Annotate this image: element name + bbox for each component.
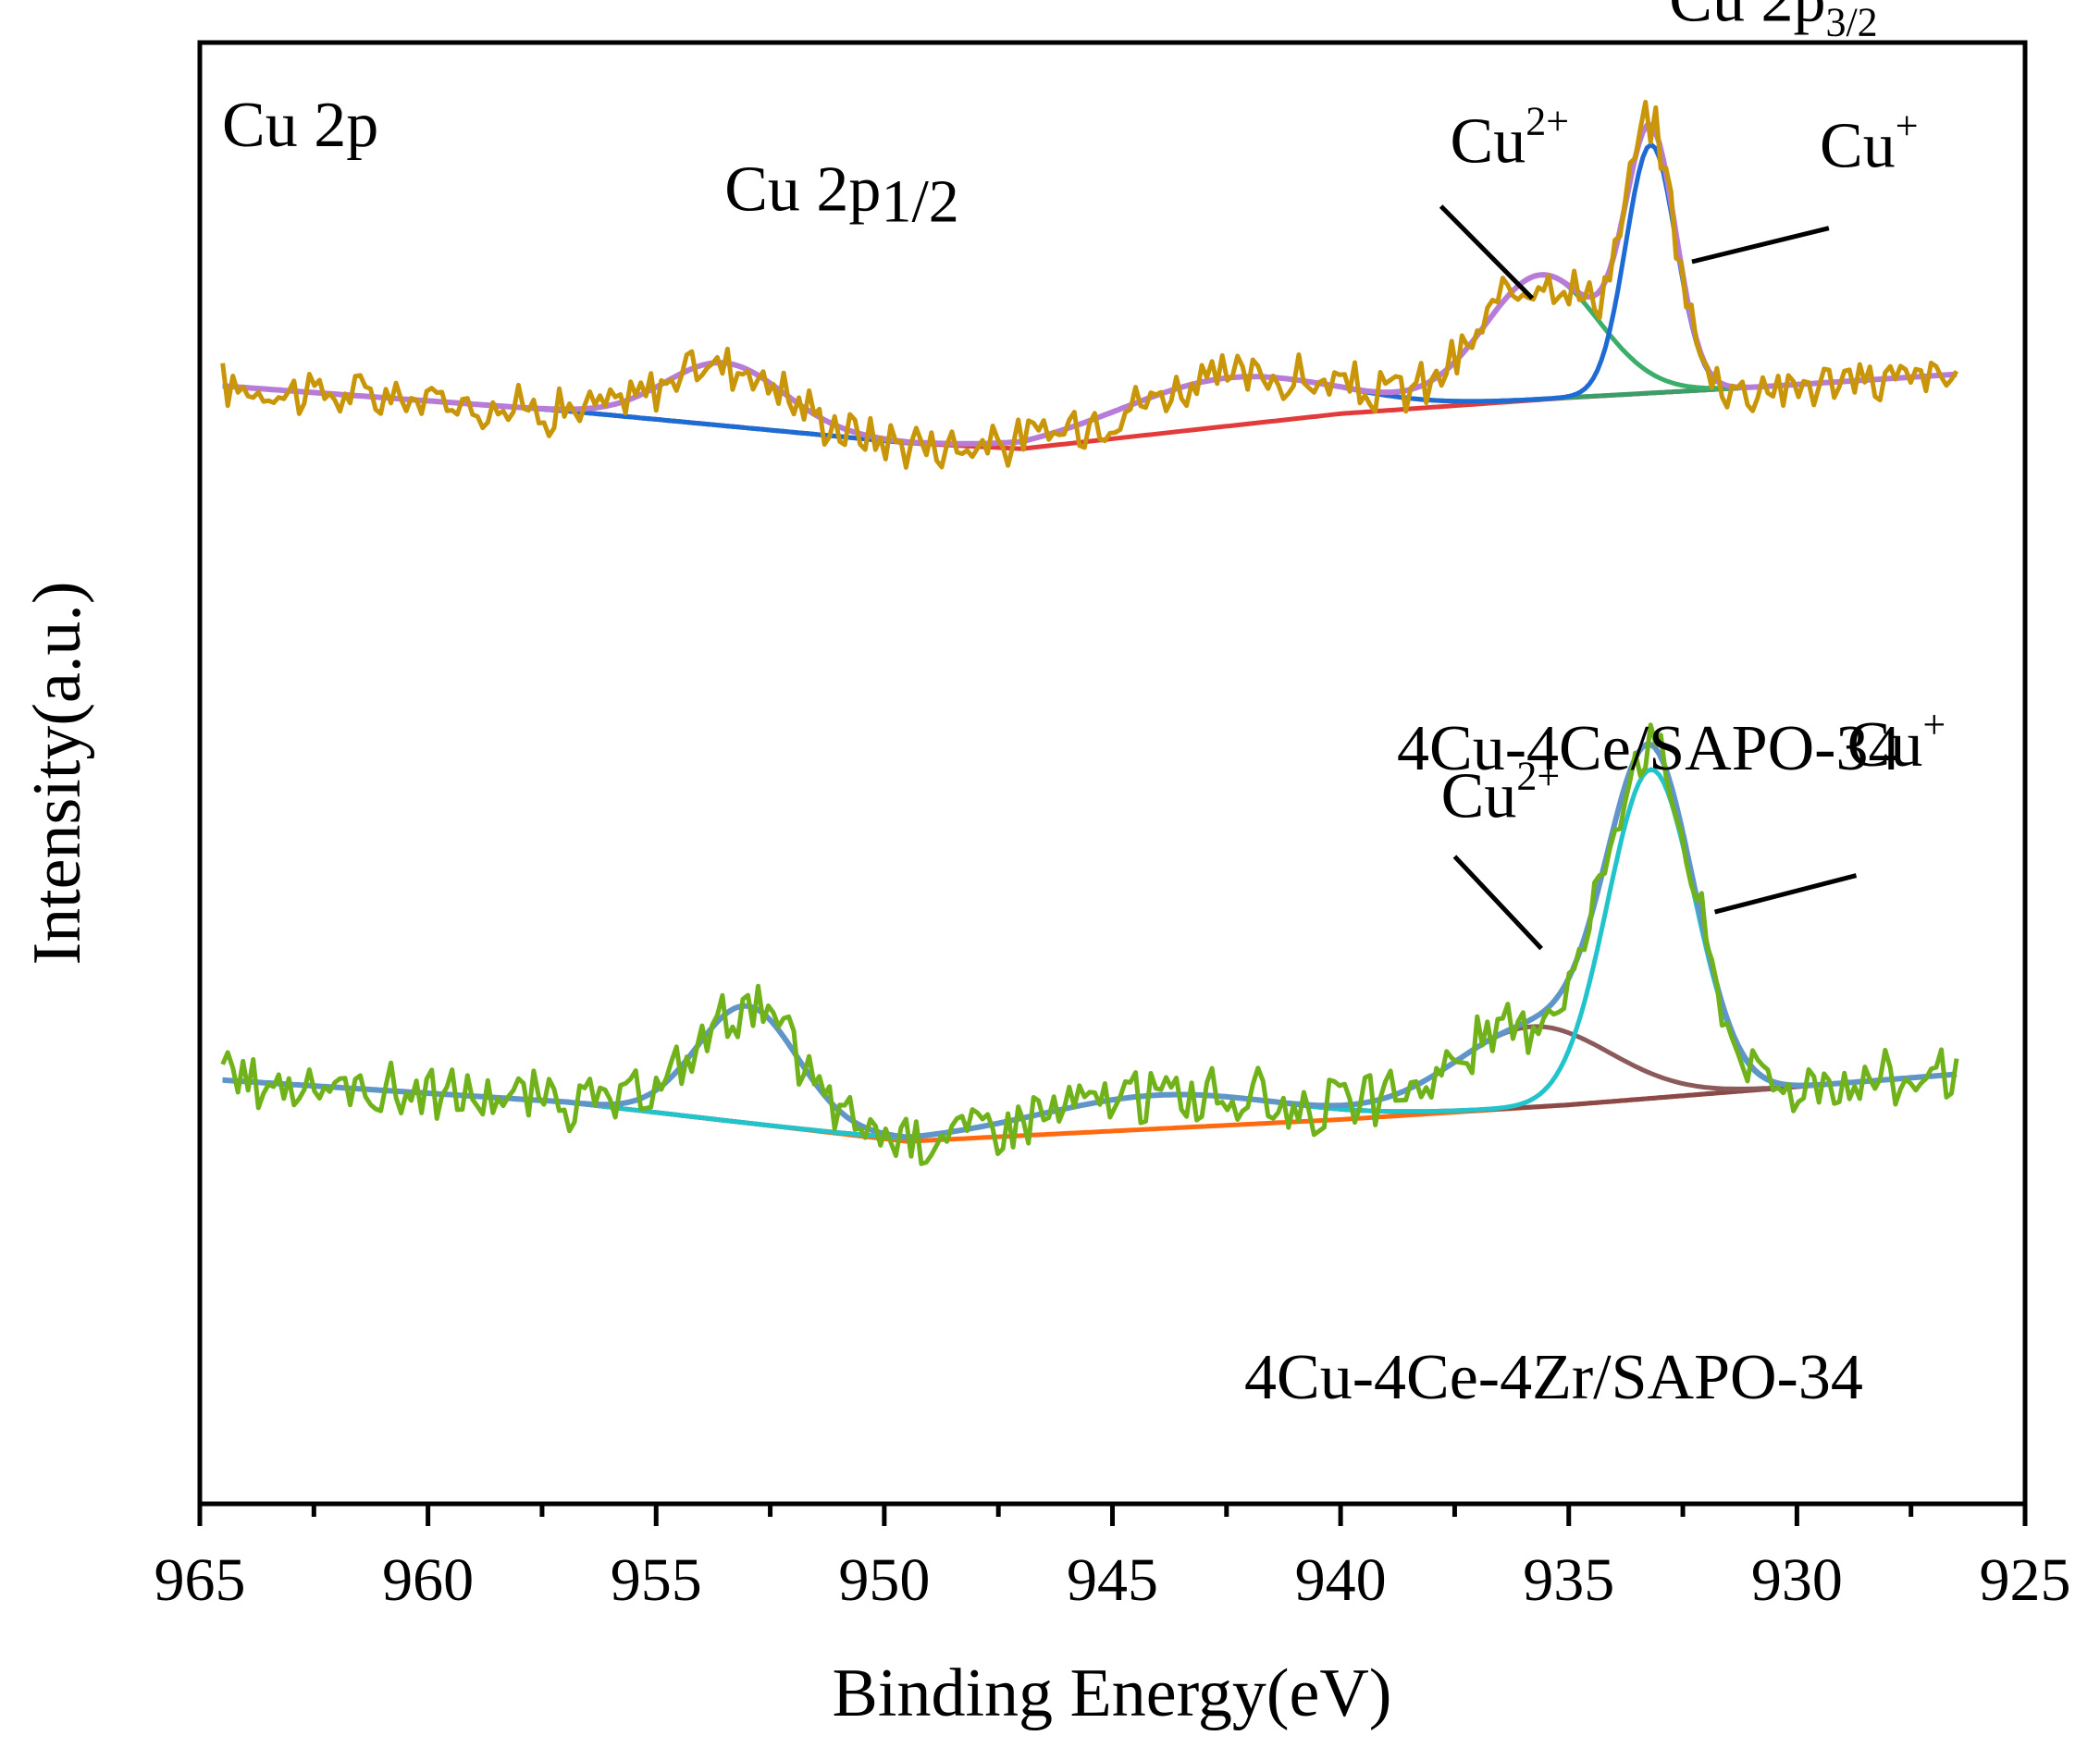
x-tick-label: 935	[1523, 1546, 1614, 1614]
leader-line	[1439, 204, 1535, 301]
peak-annotations: Cu 2p1/2 Cu 2p3/2 Cu2+ Cu+ Cu2+ Cu+	[724, 0, 1946, 951]
panel-label: Cu 2p	[222, 90, 378, 161]
peak-label: Cu+	[1820, 103, 1919, 181]
x-tick-label: 965	[154, 1546, 246, 1614]
peak-label: Cu2+	[1441, 753, 1561, 831]
x-axis-title: Binding Energy(eV)	[833, 1656, 1392, 1731]
x-tick-label: 945	[1067, 1546, 1158, 1614]
x-tick-label: 960	[382, 1546, 474, 1614]
raw-spectrum-line	[220, 99, 1959, 470]
y-axis-title: Intensity(a.u.)	[19, 581, 95, 965]
raw-spectrum-line	[220, 722, 1959, 1166]
leader-line	[1452, 855, 1543, 951]
x-axis: 965 960 955 950 945 940 935 930 925	[154, 1504, 2071, 1614]
series-label-lower: 4Cu-4Ce-4Zr/SAPO-34	[1244, 1342, 1863, 1413]
peak-label: Cu 2p3/2	[1669, 0, 1877, 44]
series-lower	[220, 722, 1959, 1166]
peak-label: Cu+	[1847, 702, 1946, 781]
series-upper	[220, 99, 1959, 470]
series-label-upper: 4Cu-4Ce/SAPO-34	[1397, 713, 1900, 784]
x-tick-label: 940	[1295, 1546, 1387, 1614]
x-tick-label: 950	[838, 1546, 930, 1614]
x-tick-label: 955	[611, 1546, 702, 1614]
leader-line	[1691, 226, 1830, 265]
plot-area	[220, 99, 1959, 1166]
x-tick-label: 925	[1980, 1546, 2071, 1614]
peak-label: Cu 2p1/2	[724, 154, 959, 236]
peak-label: Cu2+	[1451, 99, 1570, 178]
leader-line	[1713, 873, 1858, 915]
x-tick-label: 930	[1751, 1546, 1843, 1614]
